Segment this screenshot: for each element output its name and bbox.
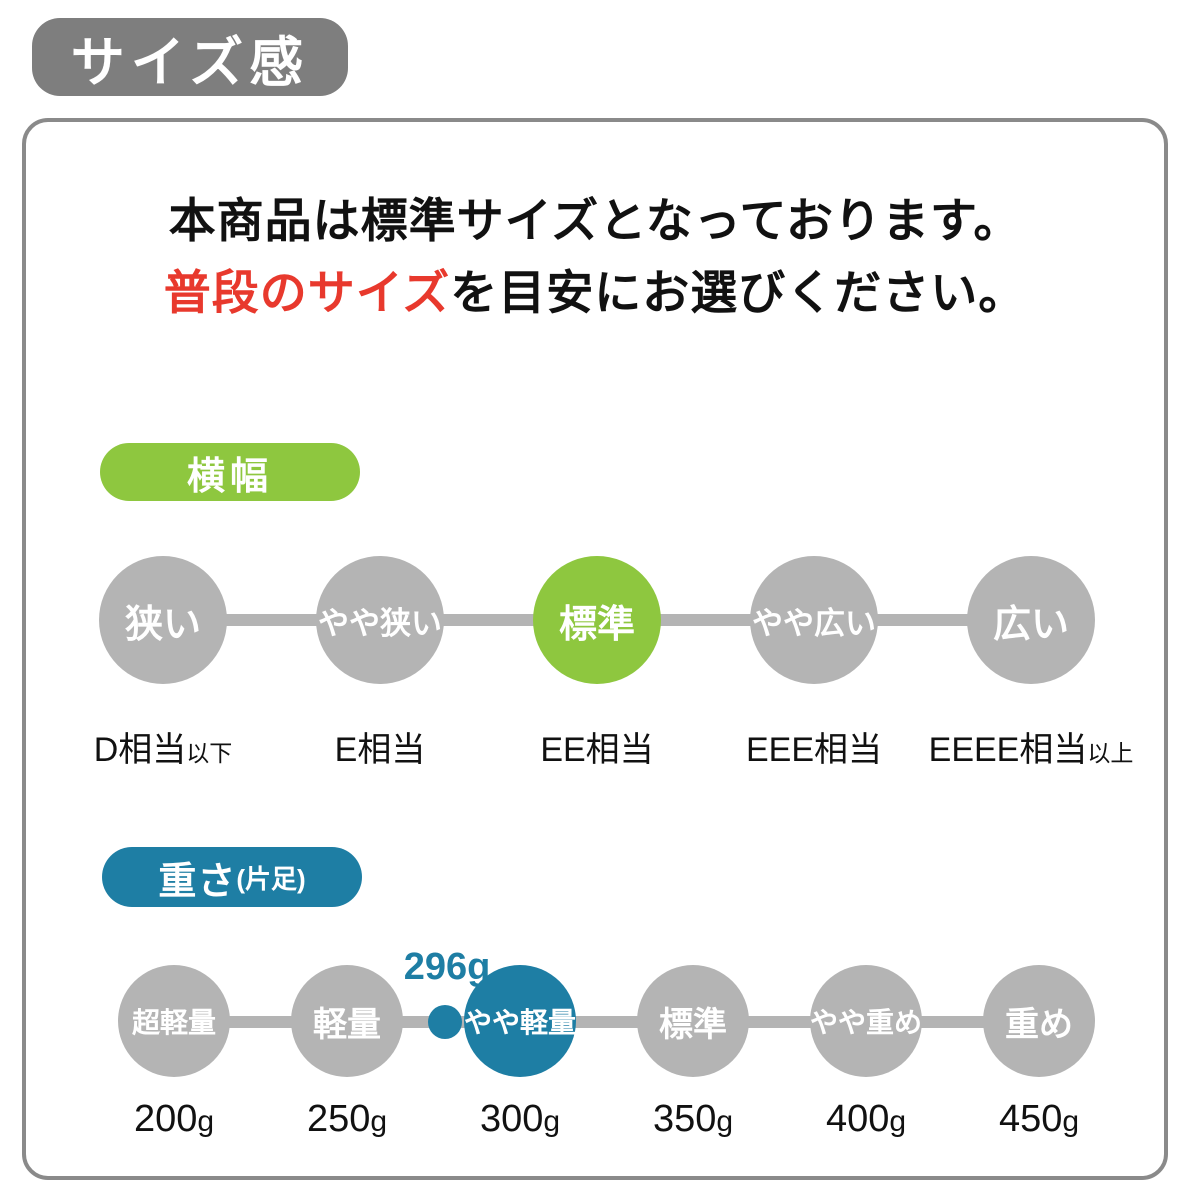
weight-scale-label-350g: 350g	[652, 1098, 734, 1140]
weight-marker-dot	[428, 1005, 462, 1039]
weight-section-badge: 重さ (片足)	[102, 847, 362, 907]
weight-step-label: やや軽量	[464, 1007, 577, 1038]
weight-badge-label: 重さ	[158, 860, 237, 903]
weight-step-label: 重め	[1005, 1005, 1073, 1044]
weight-marker-value: 296g	[403, 946, 491, 988]
weight-scale-label-400g: 400g	[825, 1098, 907, 1140]
weight-step-light: 軽量	[291, 965, 403, 1077]
weight-scale-label-450g: 450g	[998, 1098, 1080, 1140]
intro-rest: を目安にお選びください。	[450, 266, 1027, 319]
weight-badge-suffix: (片足)	[236, 863, 306, 894]
intro-highlight: 普段のサイズ	[163, 266, 451, 319]
width-step-slightly-wide: やや広い	[750, 556, 878, 684]
width-step-narrow: 狭い	[99, 556, 227, 684]
width-step-label: やや広い	[752, 605, 876, 641]
width-badge-label: 横幅	[186, 455, 273, 498]
width-scale-label-eee: EEE相当	[745, 731, 883, 769]
weight-step-ultralight: 超軽量	[118, 965, 230, 1077]
weight-step-standard: 標準	[637, 965, 749, 1077]
weight-step-heavy: 重め	[983, 965, 1095, 1077]
weight-scale-label-200g: 200g	[133, 1098, 215, 1140]
weight-step-slightly-heavy: やや重め	[810, 965, 922, 1077]
width-step-wide: 広い	[967, 556, 1095, 684]
width-step-label: 広い	[992, 603, 1069, 646]
weight-step-label: やや重め	[810, 1007, 923, 1038]
weight-step-label: 軽量	[313, 1005, 381, 1044]
weight-step-slightly-light-active: やや軽量	[464, 965, 576, 1077]
intro-line-2: 普段のサイズを目安にお選びください。	[22, 254, 1168, 323]
intro-line-1: 本商品は標準サイズとなっております。	[168, 194, 1022, 247]
width-step-slightly-narrow: やや狭い	[316, 556, 444, 684]
weight-scale-label-300g: 300g	[479, 1098, 561, 1140]
weight-step-label: 標準	[659, 1005, 727, 1044]
width-step-label: やや狭い	[318, 605, 442, 641]
weight-scale-label-250g: 250g	[306, 1098, 388, 1140]
width-step-label: 狭い	[124, 603, 201, 646]
width-step-label: 標準	[558, 603, 635, 646]
width-section-badge: 横幅	[100, 443, 360, 501]
weight-step-label: 超軽量	[131, 1007, 216, 1038]
width-scale-label-e: E相当	[334, 731, 426, 769]
page-title-badge: サイズ感	[32, 18, 348, 96]
width-scale-label-ee: EE相当	[540, 731, 654, 769]
page-title: サイズ感	[70, 32, 310, 93]
width-scale-label-d: D相当以下	[93, 731, 233, 769]
width-step-standard-active: 標準	[533, 556, 661, 684]
width-scale-label-eeee: EEEE相当以上	[928, 731, 1134, 769]
